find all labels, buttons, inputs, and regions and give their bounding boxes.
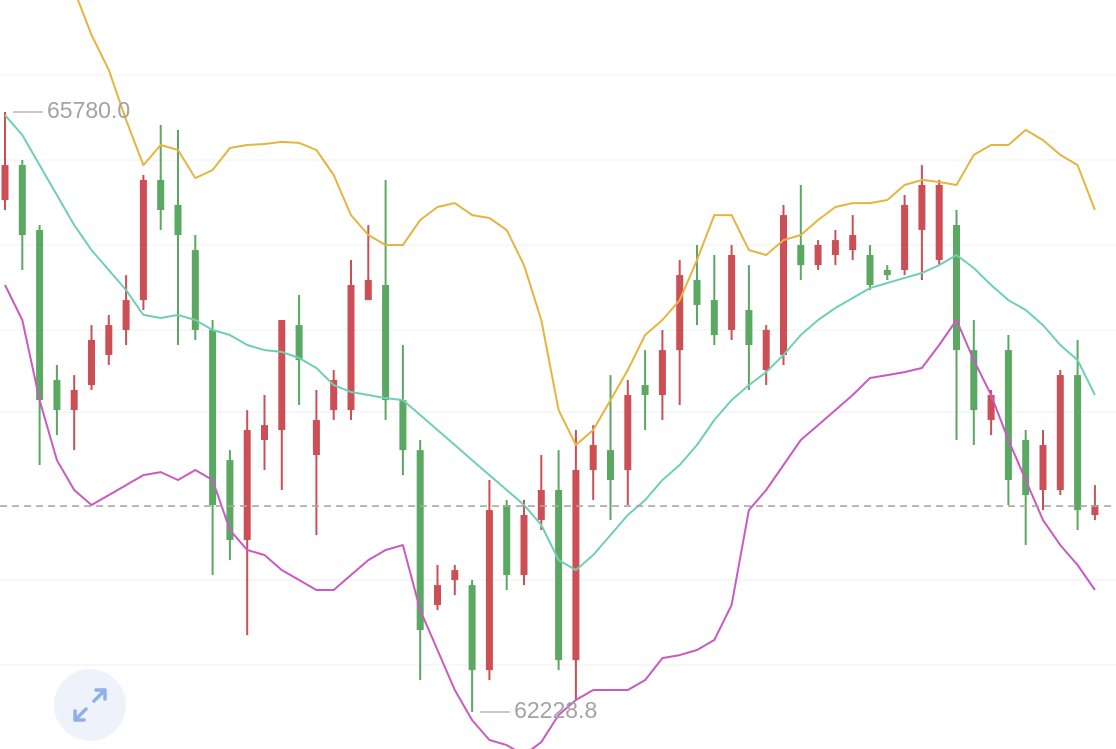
candle-body [243,430,251,540]
candle-body [1,165,9,201]
candle-body [18,165,26,236]
candle-body [295,325,303,361]
candle-body [434,585,441,606]
candle-body [572,470,580,661]
candle-body [589,445,597,471]
candle-body [849,235,857,251]
candle-body [364,279,372,301]
candle-body [918,185,926,230]
candle-body [468,585,476,671]
candle-body [382,285,390,401]
candle-body [88,339,95,386]
expand-button-bg[interactable] [54,669,126,741]
candle-body [70,389,78,411]
candle-body [935,185,943,261]
candle-body [399,400,407,451]
candle-body [139,179,147,301]
candle-body [676,275,684,351]
candle-body [624,395,632,471]
candle-body [866,254,874,286]
bands [4,0,1096,749]
candle-body [191,250,199,330]
candle-body [762,329,770,371]
candle-body [312,420,320,456]
candle-body [520,514,528,575]
candle-body [226,460,234,540]
candle-body [658,350,666,396]
candle-body [780,215,787,355]
candle-body [797,244,805,266]
candle-body [693,279,701,305]
candle-body [36,229,44,401]
candle-body [1056,375,1064,490]
candle-body [831,240,839,255]
candle-body [1074,375,1082,511]
candle-body [1004,350,1012,481]
candle-body [157,179,165,211]
candle-body [174,204,182,236]
candle-body [970,350,978,411]
candle-body [537,489,545,521]
candle-body [1022,439,1030,496]
expand-button[interactable] [54,669,126,741]
band-line [76,0,1096,446]
expand-icon [73,688,107,722]
candle-body [953,225,960,351]
candle-body [883,269,891,276]
candle-body [710,300,718,336]
candle-body [1039,445,1047,490]
candle-body [416,450,424,631]
candle-body [814,244,822,266]
candle-body [278,320,286,431]
candle-body [503,505,511,575]
candle-body [1091,505,1099,515]
annotation-label: 65780.0 [47,97,130,123]
candle-body [485,510,493,671]
candles [1,112,1099,713]
candle-body [745,310,753,346]
annotation-label: 62228.8 [514,697,597,723]
candle-body [105,325,113,355]
candle-body [53,379,61,411]
candle-body [209,329,217,506]
candle-body [641,385,649,396]
candle-body [607,450,614,481]
candle-body [901,204,909,270]
candle-body [728,254,736,330]
band-line [4,284,1096,749]
candle-body [555,489,563,661]
candle-body [122,300,130,330]
candle-body [330,379,338,411]
candle-body [451,570,459,581]
overlay: 65780.0 62228.8 [0,97,1116,723]
candle-body [261,425,268,440]
band-line [4,114,1096,572]
candle-body [347,285,355,411]
candle-body [987,395,995,421]
